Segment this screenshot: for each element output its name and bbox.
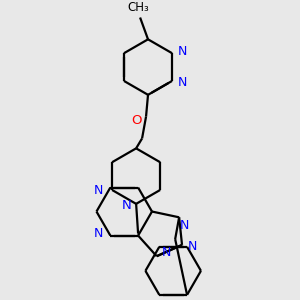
Text: N: N: [187, 240, 196, 254]
Text: N: N: [162, 246, 171, 259]
Text: N: N: [179, 219, 189, 232]
Text: N: N: [94, 227, 103, 240]
Text: O: O: [131, 114, 141, 127]
Text: N: N: [121, 199, 131, 212]
Text: N: N: [177, 76, 187, 89]
Text: N: N: [177, 45, 187, 58]
Text: CH₃: CH₃: [127, 1, 149, 14]
Text: N: N: [94, 184, 103, 197]
